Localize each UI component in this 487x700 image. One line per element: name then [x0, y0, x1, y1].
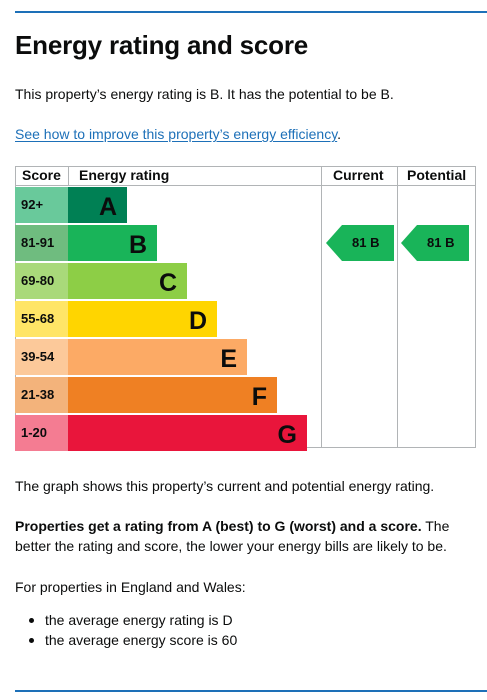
band-bar-c: C	[68, 263, 187, 299]
improve-link-paragraph: See how to improve this property’s energ…	[15, 126, 341, 142]
link-suffix: .	[337, 126, 342, 142]
improve-efficiency-link[interactable]: See how to improve this property’s energ…	[15, 126, 338, 142]
graph-caption: The graph shows this property’s current …	[15, 478, 435, 494]
bottom-rule	[15, 690, 487, 692]
band-score-a: 92+	[15, 187, 68, 223]
score-column-divider	[68, 166, 69, 185]
potential-rating-label: 81 B	[427, 235, 455, 250]
band-score-f: 21-38	[15, 377, 68, 413]
band-bar-f: F	[68, 377, 277, 413]
current-column-divider	[321, 166, 322, 448]
potential-column-divider	[397, 166, 398, 448]
rating-summary: This property’s energy rating is B. It h…	[15, 86, 394, 102]
averages-list: the average energy rating is D the avera…	[29, 610, 237, 650]
band-bar-a: A	[68, 187, 127, 223]
current-rating-label: 81 B	[352, 235, 380, 250]
band-bar-g: G	[68, 415, 307, 451]
header-current: Current	[333, 167, 384, 183]
band-score-e: 39-54	[15, 339, 68, 375]
rating-explanation-rest: The better the rating and score, the low…	[15, 518, 450, 554]
header-energy-rating: Energy rating	[79, 167, 170, 183]
top-rule	[15, 11, 487, 13]
header-divider	[15, 185, 476, 186]
band-row-a: 92+ A	[15, 187, 321, 223]
region-text: For properties in England and Wales:	[15, 579, 246, 595]
band-bar-d: D	[68, 301, 217, 337]
current-rating-arrow: 81 B	[326, 225, 394, 261]
header-score: Score	[22, 167, 61, 183]
energy-rating-graph: Score Energy rating Current Potential 92…	[15, 166, 476, 451]
band-bar-e: E	[68, 339, 247, 375]
page-title: Energy rating and score	[15, 30, 309, 60]
band-score-c: 69-80	[15, 263, 68, 299]
potential-rating-arrow: 81 B	[401, 225, 469, 261]
band-score-d: 55-68	[15, 301, 68, 337]
band-score-b: 81-91	[15, 225, 68, 261]
band-bar-b: B	[68, 225, 157, 261]
band-row-g: 1-20 G	[15, 415, 321, 451]
band-row-d: 55-68 D	[15, 301, 321, 337]
band-row-f: 21-38 F	[15, 377, 321, 413]
band-row-c: 69-80 C	[15, 263, 321, 299]
average-rating-item: the average energy rating is D	[29, 610, 237, 630]
band-row-b: 81-91 B	[15, 225, 321, 261]
current-arrow-shape	[326, 225, 394, 261]
band-score-g: 1-20	[15, 415, 68, 451]
average-score-item: the average energy score is 60	[29, 630, 237, 650]
rating-explanation: Properties get a rating from A (best) to…	[15, 516, 477, 556]
header-potential: Potential	[407, 167, 467, 183]
band-row-e: 39-54 E	[15, 339, 321, 375]
rating-explanation-bold: Properties get a rating from A (best) to…	[15, 518, 422, 534]
potential-arrow-shape	[401, 225, 469, 261]
